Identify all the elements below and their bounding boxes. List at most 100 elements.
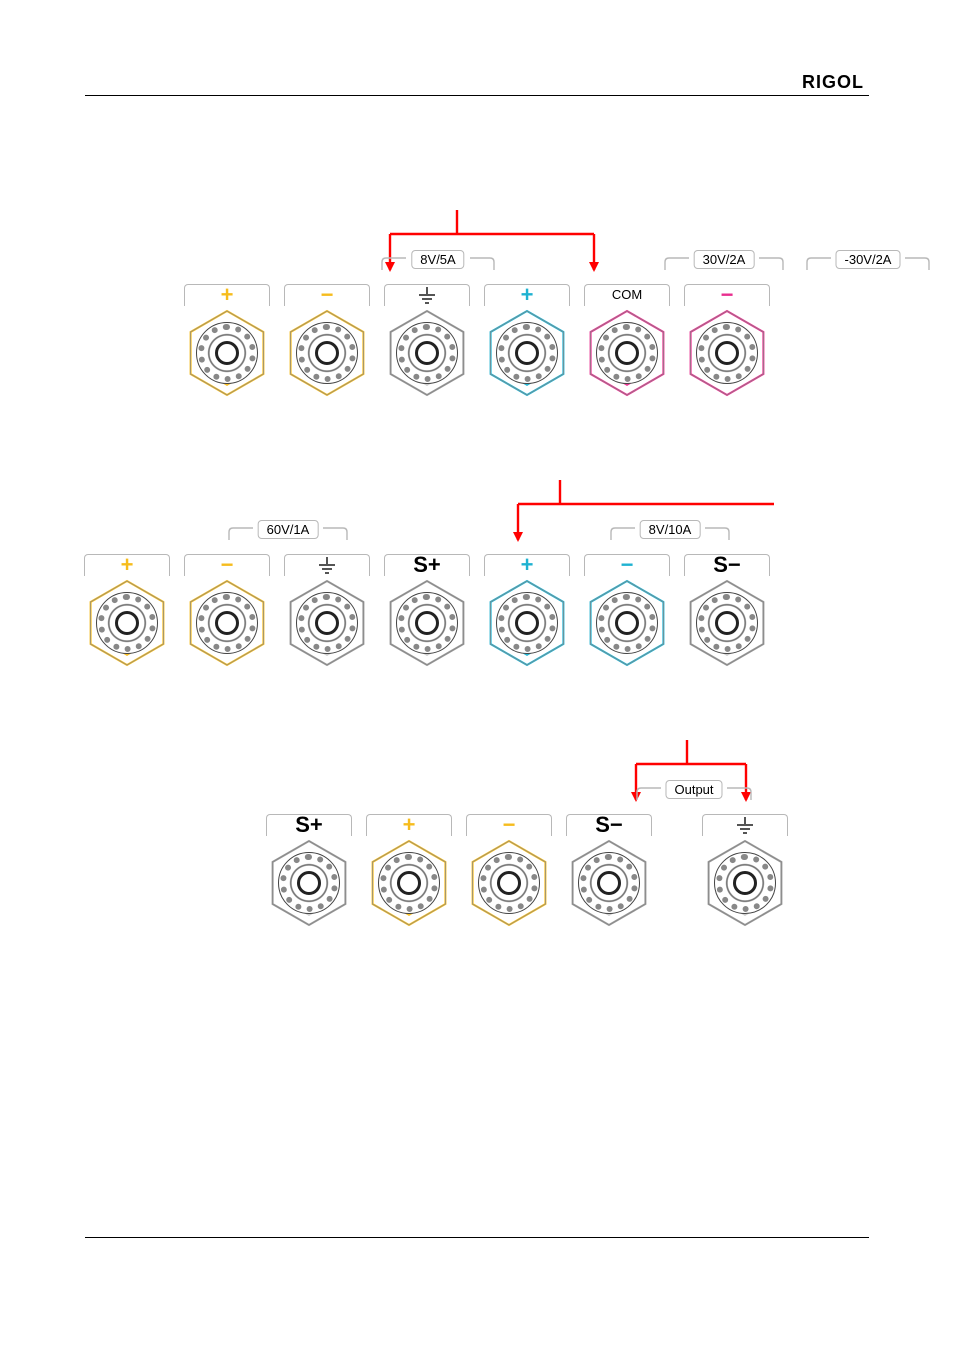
channel-label-text: 8V/5A (411, 250, 464, 269)
terminal-row: + − (80, 540, 774, 670)
terminal-body (480, 306, 574, 400)
terminal: S− (562, 800, 656, 930)
terminal-body (580, 306, 674, 400)
terminal: S+ (262, 800, 356, 930)
terminal-polarity-icon: − (221, 554, 234, 578)
binding-post-icon (496, 322, 558, 384)
terminal-header: S+ (380, 540, 474, 576)
binding-post-icon (396, 592, 458, 654)
terminal-text-label: COM (612, 288, 642, 303)
terminal-frame: S− (566, 814, 652, 836)
terminal-body (580, 576, 674, 670)
terminal-body (480, 576, 574, 670)
binding-post-icon (296, 592, 358, 654)
channel-label-text: 30V/2A (694, 250, 755, 269)
binding-post-icon (396, 322, 458, 384)
terminal-text-label: S+ (413, 554, 441, 578)
terminal-polarity-icon: − (721, 284, 734, 308)
terminal-frame: − (466, 814, 552, 836)
terminal (280, 540, 374, 670)
terminal-row: S+ + − (262, 800, 792, 930)
terminal: − (280, 270, 374, 400)
binding-post-icon (478, 852, 540, 914)
terminal-polarity-icon: + (121, 554, 134, 578)
terminal-frame (702, 814, 788, 836)
terminal-body (280, 576, 374, 670)
terminal-body (562, 836, 656, 930)
terminal-frame (384, 284, 470, 306)
terminal-body (680, 306, 774, 400)
binding-post-icon (696, 322, 758, 384)
channel-label: -30V/2A (803, 254, 933, 272)
terminal-polarity-icon: − (321, 284, 334, 308)
ground-icon (414, 287, 440, 305)
channel-label-text: Output (665, 780, 722, 799)
terminal: + (480, 540, 574, 670)
terminal-header: − (580, 540, 674, 576)
terminal: − (580, 540, 674, 670)
binding-post-icon (578, 852, 640, 914)
header-rule (85, 95, 869, 96)
terminal-header: S− (562, 800, 656, 836)
terminal-text-label: S− (595, 814, 623, 838)
terminal-body (362, 836, 456, 930)
binding-post-icon (296, 322, 358, 384)
terminal-body (262, 836, 356, 930)
terminal-frame: + (366, 814, 452, 836)
terminal-header: − (462, 800, 556, 836)
terminal: − (180, 540, 274, 670)
terminal-frame: + (84, 554, 170, 576)
terminal-polarity-icon: + (521, 284, 534, 308)
terminal: + (480, 270, 574, 400)
terminal-header: S− (680, 540, 774, 576)
ground-icon (732, 817, 758, 835)
binding-post-icon (596, 592, 658, 654)
binding-post-icon (278, 852, 340, 914)
terminal: + (80, 540, 174, 670)
terminal-polarity-icon: + (221, 284, 234, 308)
terminal-header: − (680, 270, 774, 306)
terminal-body (380, 576, 474, 670)
terminal: + (362, 800, 456, 930)
brand: RIGOL (802, 72, 864, 93)
terminal-polarity-icon: − (503, 814, 516, 838)
binding-post-icon (196, 592, 258, 654)
terminal-gap (662, 800, 692, 930)
terminal: + (180, 270, 274, 400)
terminal-frame: − (684, 284, 770, 306)
binding-post-icon (714, 852, 776, 914)
terminal-frame: S+ (266, 814, 352, 836)
terminal-header: + (480, 540, 574, 576)
terminal-header (380, 270, 474, 306)
terminal-frame: S+ (384, 554, 470, 576)
binding-post-icon (696, 592, 758, 654)
terminal-frame: − (584, 554, 670, 576)
terminal-header: + (362, 800, 456, 836)
terminal-body (462, 836, 556, 930)
terminal-frame (284, 554, 370, 576)
ground-icon (314, 557, 340, 575)
terminal-polarity-icon: + (403, 814, 416, 838)
terminal-frame: − (184, 554, 270, 576)
terminal-header: + (180, 270, 274, 306)
terminal (380, 270, 474, 400)
terminal: S+ (380, 540, 474, 670)
binding-post-icon (96, 592, 158, 654)
terminal-frame: S− (684, 554, 770, 576)
terminal: COM (580, 270, 674, 400)
terminal-polarity-icon: + (521, 554, 534, 578)
terminal-frame: + (484, 284, 570, 306)
terminal-body (380, 306, 474, 400)
channel-label-text: 8V/10A (640, 520, 701, 539)
terminal-body (280, 306, 374, 400)
terminal-body (80, 576, 174, 670)
terminal: S− (680, 540, 774, 670)
terminal-text-label: S+ (295, 814, 323, 838)
channel-label-text: 60V/1A (258, 520, 319, 539)
terminal-header: + (480, 270, 574, 306)
footer-rule (85, 1237, 869, 1238)
terminal-row: + − (180, 270, 774, 400)
terminal-header: − (180, 540, 274, 576)
terminal-header: S+ (262, 800, 356, 836)
terminal (698, 800, 792, 930)
